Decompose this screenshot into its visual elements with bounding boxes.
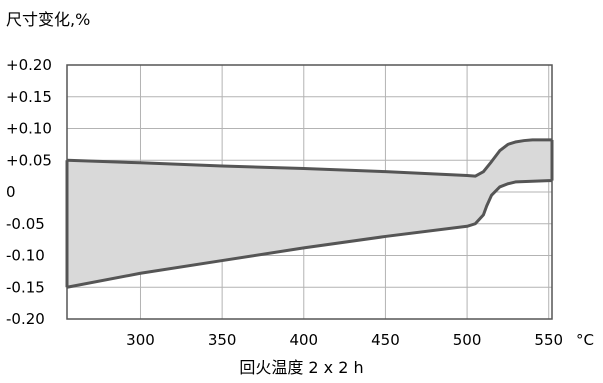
x-tick-label: 550 — [534, 331, 563, 349]
y-tick-label: +0.20 — [6, 56, 52, 74]
y-tick-label: -0.15 — [6, 278, 45, 296]
upper-bound-line — [66, 138, 552, 178]
band — [65, 138, 554, 289]
plot-frame — [66, 64, 553, 320]
x-tick-label: 300 — [126, 331, 155, 349]
x-tick-label: 500 — [453, 331, 482, 349]
x-tick-label: 350 — [208, 331, 237, 349]
y-tick-label: -0.05 — [6, 215, 45, 233]
x-ticks: 300 350 400 450 500 550 °C — [126, 331, 594, 349]
y-axis-label: 尺寸变化,% — [6, 10, 91, 29]
y-tick-label: 0 — [6, 183, 16, 201]
y-tick-label: -0.20 — [6, 310, 45, 328]
band-fill — [67, 139, 552, 288]
lower-bound-line — [66, 179, 552, 289]
y-tick-label: +0.10 — [6, 120, 52, 138]
x-unit-label: °C — [576, 331, 594, 349]
x-axis-label: 回火温度 2 x 2 h — [239, 358, 364, 377]
y-tick-label: +0.05 — [6, 151, 52, 169]
plot-border — [66, 64, 553, 320]
y-tick-label: +0.15 — [6, 88, 52, 106]
x-tick-label: 450 — [371, 331, 400, 349]
y-tick-label: -0.10 — [6, 247, 45, 265]
y-ticks: +0.20 +0.15 +0.10 +0.05 0 -0.05 -0.10 -0.15 -0.2… — [6, 56, 52, 328]
x-tick-label: 400 — [289, 331, 318, 349]
